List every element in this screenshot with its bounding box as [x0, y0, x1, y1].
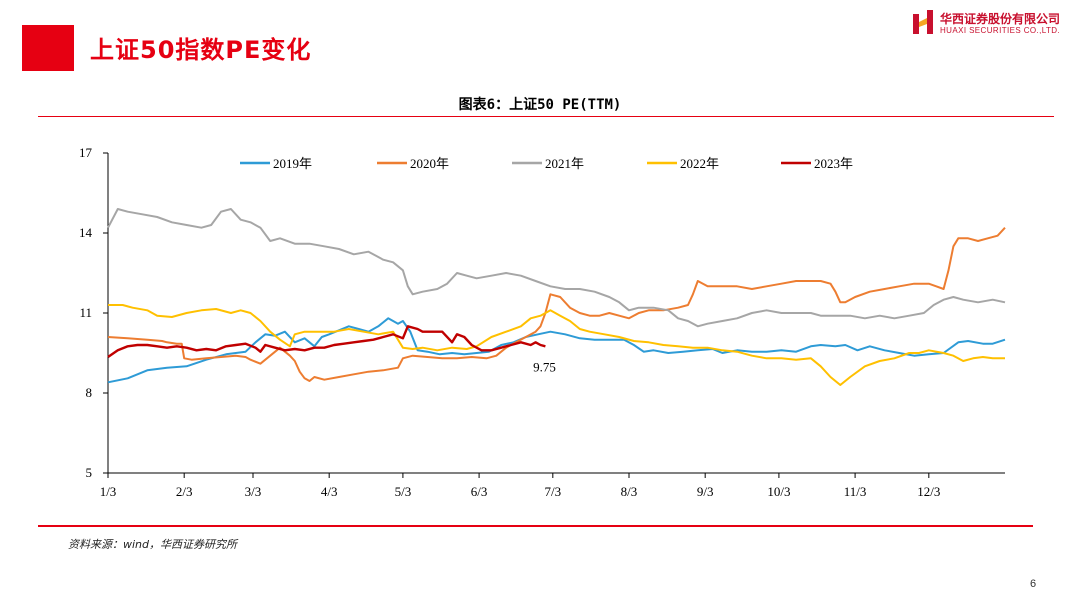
x-tick-label: 8/3 — [621, 484, 638, 499]
x-axis-ticks: 1/3 2/3 3/3 4/3 5/3 6/3 7/3 8/3 9/3 10/3 11/3 12/3 — [100, 473, 940, 499]
x-tick-label: 11/3 — [844, 484, 867, 499]
x-tick-label: 5/3 — [395, 484, 412, 499]
figure-title: 图表6：上证50 PE(TTM) — [458, 97, 622, 113]
x-tick-label: 6/3 — [471, 484, 488, 499]
top-divider — [38, 116, 1054, 117]
x-tick-label: 9/3 — [697, 484, 714, 499]
company-logo: 华西证券股份有限公司 HUAXI SECURITIES CO.,LTD. — [912, 8, 1072, 42]
legend-label-2022: 2022年 — [680, 156, 719, 171]
y-tick-label: 8 — [86, 385, 93, 400]
y-tick-label: 17 — [79, 145, 93, 160]
x-tick-label: 1/3 — [100, 484, 117, 499]
y-axis-ticks: 5 8 11 14 17 — [79, 145, 108, 480]
series-lines — [107, 208, 1006, 386]
x-tick-label: 12/3 — [917, 484, 940, 499]
x-tick-label: 4/3 — [321, 484, 338, 499]
y-tick-label: 14 — [79, 225, 93, 240]
logo-text-cn: 华西证券股份有限公司 — [940, 12, 1061, 26]
legend-label-2023: 2023年 — [814, 156, 853, 171]
series-line-2021 — [107, 208, 1006, 328]
page-number: 6 — [1030, 578, 1037, 590]
series-line-2022 — [108, 304, 1005, 386]
last-value-label: 9.75 — [533, 359, 556, 374]
legend-label-2021: 2021年 — [545, 156, 584, 171]
series-line-2023 — [107, 325, 546, 358]
x-tick-label: 2/3 — [176, 484, 193, 499]
x-tick-label: 10/3 — [767, 484, 790, 499]
chart-legend: 2019年 2020年 2021年 2022年 2023年 — [240, 156, 853, 171]
source-note: 资料来源：wind，华西证券研究所 — [68, 538, 238, 551]
series-line-2020 — [107, 227, 1006, 382]
logo-text-en: HUAXI SECURITIES CO.,LTD. — [940, 26, 1061, 35]
series-line-2019 — [107, 317, 1006, 384]
page-title: 上证50指数PE变化 — [90, 36, 312, 64]
y-tick-label: 5 — [86, 465, 93, 480]
title-accent-block — [22, 25, 74, 71]
huaxi-logo-icon — [913, 10, 933, 34]
x-tick-label: 7/3 — [545, 484, 562, 499]
bottom-divider — [38, 525, 1033, 527]
x-tick-label: 3/3 — [245, 484, 262, 499]
chart-annotations: 9.75 — [533, 359, 556, 374]
legend-label-2020: 2020年 — [410, 156, 449, 171]
legend-label-2019: 2019年 — [273, 156, 312, 171]
y-tick-label: 11 — [79, 305, 92, 320]
